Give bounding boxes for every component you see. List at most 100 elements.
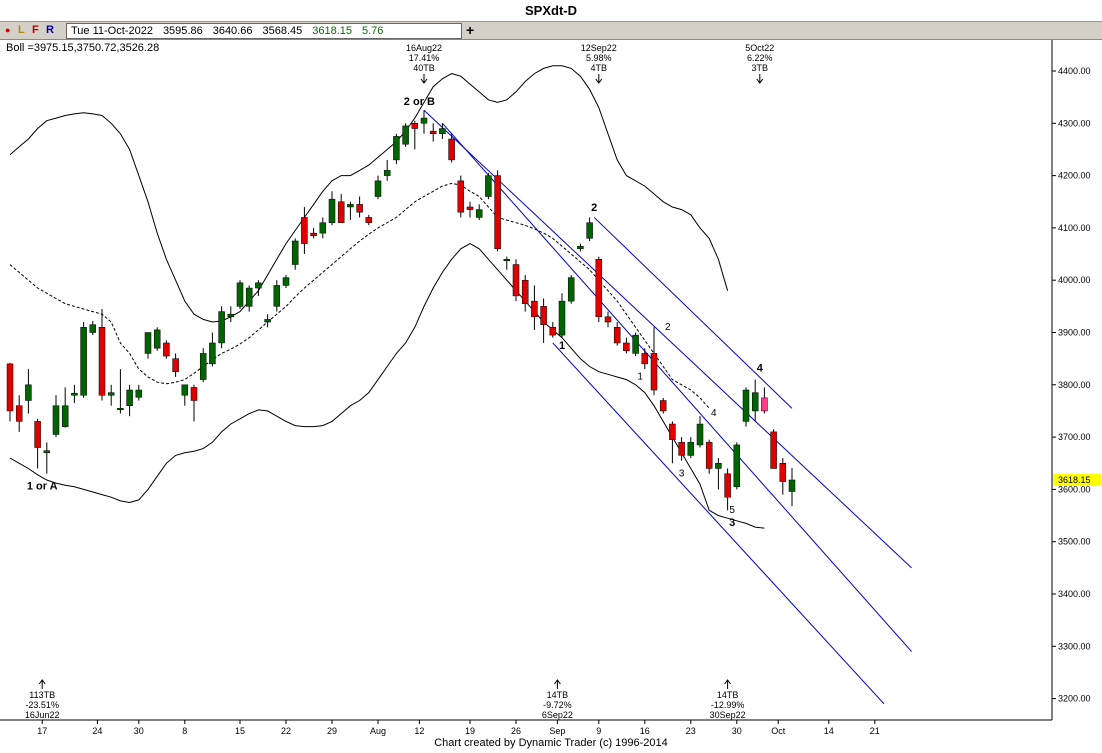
candle-body bbox=[135, 389, 143, 398]
title-bar: SPXdt-D bbox=[0, 0, 1102, 22]
x-tick-label: 19 bbox=[465, 726, 475, 736]
candle-body bbox=[71, 392, 78, 396]
x-tick-label: 15 bbox=[235, 726, 245, 736]
candles bbox=[6, 110, 796, 511]
x-tick-label: 30 bbox=[134, 726, 144, 736]
price-tag bbox=[1053, 473, 1101, 486]
top-annotation-text: 5Oct22 bbox=[745, 43, 774, 53]
candle-body bbox=[521, 279, 529, 304]
middle-band-line bbox=[9, 182, 710, 409]
wave-label: 1 bbox=[559, 340, 565, 352]
candle-body bbox=[457, 180, 465, 213]
candle-body bbox=[273, 285, 281, 307]
candle-body bbox=[98, 327, 106, 396]
f-button[interactable]: F bbox=[32, 24, 39, 36]
top-annotation-text: 17.41% bbox=[409, 53, 440, 63]
candle-body bbox=[613, 327, 621, 344]
x-tick-label: Aug bbox=[370, 726, 386, 736]
candle-body bbox=[429, 130, 437, 135]
candle-body bbox=[696, 423, 704, 446]
lower-band-line bbox=[9, 243, 765, 529]
candle-body bbox=[319, 222, 327, 234]
y-tick-label: 4300.00 bbox=[1058, 118, 1091, 128]
candle-body bbox=[761, 397, 768, 412]
r-button[interactable]: R bbox=[46, 24, 54, 36]
x-tick-label: 29 bbox=[327, 726, 337, 736]
wave-label: 1 or A bbox=[27, 480, 58, 492]
candle-body bbox=[678, 442, 685, 456]
candle-body bbox=[650, 353, 658, 391]
x-tick-label: 16 bbox=[640, 726, 650, 736]
candle-body bbox=[43, 450, 51, 454]
add-icon[interactable]: + bbox=[466, 22, 475, 38]
candle-body bbox=[475, 209, 483, 218]
candle-body bbox=[466, 206, 474, 210]
x-tick-label: 14 bbox=[824, 726, 834, 736]
candle-body bbox=[705, 442, 713, 469]
candle-body bbox=[282, 277, 290, 286]
top-annotation-text: 5.98% bbox=[586, 53, 612, 63]
candle-body bbox=[144, 332, 152, 354]
candle-body bbox=[586, 222, 593, 239]
candle-body bbox=[715, 463, 722, 469]
candle-body bbox=[310, 232, 317, 236]
l-button[interactable]: L bbox=[18, 24, 25, 36]
candle-body bbox=[383, 170, 391, 176]
candle-body bbox=[15, 405, 23, 422]
indicator-label: Boll =3975.15,3750.72,3526.28 bbox=[6, 42, 159, 54]
x-tick-label: 17 bbox=[37, 726, 47, 736]
candle-body bbox=[641, 353, 649, 365]
candle-body bbox=[485, 175, 492, 197]
quote-date: Tue 11-Oct-2022 bbox=[71, 25, 153, 37]
x-tick-label: Oct bbox=[771, 726, 786, 736]
candle-body bbox=[328, 198, 336, 223]
y-tick-label: 3700.00 bbox=[1058, 432, 1091, 442]
candle-body bbox=[448, 138, 455, 161]
candle-body bbox=[411, 123, 419, 129]
footer-credit: Chart created by Dynamic Trader (c) 1996… bbox=[434, 737, 668, 749]
candle-body bbox=[236, 282, 244, 307]
candle-body bbox=[365, 217, 373, 223]
x-tick-label: Sep bbox=[549, 726, 565, 736]
candle-body bbox=[567, 277, 575, 302]
y-tick-label: 3900.00 bbox=[1058, 328, 1091, 338]
candle-body bbox=[420, 117, 428, 124]
status-dot-icon[interactable]: ● bbox=[5, 25, 11, 35]
candle-body bbox=[6, 363, 14, 412]
candle-body bbox=[751, 392, 759, 412]
wave-label: 3 bbox=[679, 468, 685, 479]
candle-body bbox=[512, 264, 520, 297]
candle-body bbox=[172, 358, 179, 372]
candle-body bbox=[604, 316, 612, 323]
candle-body bbox=[724, 473, 731, 498]
chart-title: SPXdt-D bbox=[525, 3, 577, 18]
candle-body bbox=[190, 387, 198, 401]
wave-label: 4 bbox=[757, 363, 764, 375]
candle-body bbox=[209, 342, 216, 365]
down-arrow-icon bbox=[420, 74, 428, 84]
y-tick-label: 4000.00 bbox=[1058, 275, 1091, 285]
candle-body bbox=[503, 259, 511, 262]
candle-body bbox=[531, 300, 538, 318]
candle-body bbox=[669, 423, 676, 440]
x-tick-label: 9 bbox=[596, 726, 601, 736]
candle-body bbox=[393, 136, 400, 161]
candle-body bbox=[107, 392, 115, 396]
candle-body bbox=[61, 405, 69, 427]
bottom-annotation-text: 14TB bbox=[547, 690, 569, 700]
candle-body bbox=[264, 319, 271, 323]
quote-close: 3618.15 bbox=[312, 25, 352, 37]
candle-body bbox=[117, 408, 124, 411]
y-tick-label: 3800.00 bbox=[1058, 380, 1091, 390]
channel-line bbox=[552, 342, 885, 705]
wave-label: 1 bbox=[637, 372, 643, 383]
x-tick-label: 24 bbox=[92, 726, 102, 736]
bottom-annotation-text: 14TB bbox=[717, 690, 739, 700]
top-annotation-text: 4TB bbox=[591, 63, 608, 73]
candle-body bbox=[549, 327, 557, 336]
candle-body bbox=[163, 342, 170, 357]
candle-body bbox=[788, 479, 796, 492]
